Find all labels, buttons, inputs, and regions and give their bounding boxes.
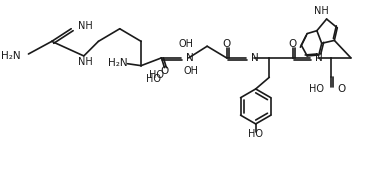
Text: N: N bbox=[251, 53, 259, 63]
Text: N: N bbox=[315, 53, 323, 63]
Text: OH: OH bbox=[183, 65, 198, 75]
Text: OH: OH bbox=[178, 39, 193, 49]
Text: O: O bbox=[288, 39, 297, 49]
Text: O: O bbox=[222, 39, 231, 49]
Text: H₂N: H₂N bbox=[108, 58, 128, 68]
Text: O: O bbox=[160, 65, 169, 75]
Text: N: N bbox=[186, 53, 193, 63]
Text: HO: HO bbox=[248, 129, 263, 139]
Text: HO: HO bbox=[309, 84, 324, 94]
Text: HO: HO bbox=[149, 70, 164, 80]
Text: NH: NH bbox=[314, 6, 329, 16]
Text: H₂N: H₂N bbox=[1, 51, 21, 61]
Text: O: O bbox=[337, 84, 345, 94]
Text: HO: HO bbox=[146, 74, 161, 84]
Text: NH: NH bbox=[78, 57, 93, 67]
Text: NH: NH bbox=[78, 21, 93, 31]
